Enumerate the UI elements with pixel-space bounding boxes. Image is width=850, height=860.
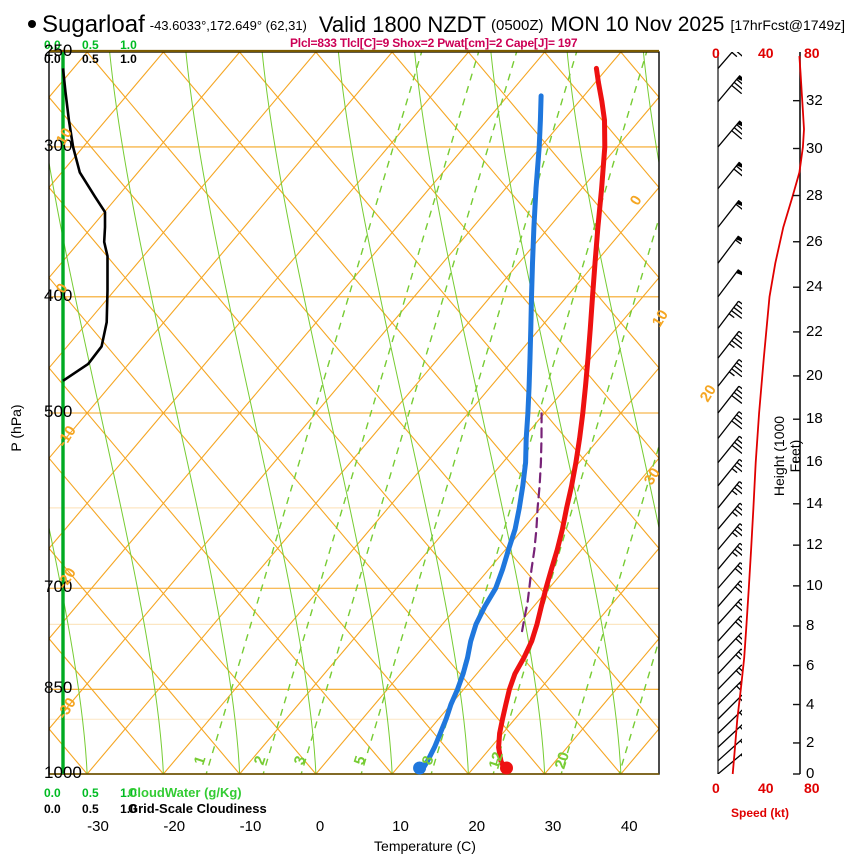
station-coordinates: -43.6033°,172.649° (62,31) [149, 17, 307, 33]
temperature-trace [496, 65, 608, 774]
height-tick-18: 18 [806, 410, 823, 428]
height-axis-label: Height (1000 Feet) [771, 415, 803, 497]
sounding-indices: Plcl=833 Tlcl[C]=9 Shox=2 Pwat[cm]=2 Cap… [290, 36, 578, 50]
station-marker-icon [28, 19, 36, 28]
cloudiness-scale-top: 0.0 0.5 1.0 [44, 52, 137, 66]
dewpoint-surface-marker [413, 761, 427, 775]
temperature-axis-label: Temperature (C) [374, 838, 476, 854]
pressure-axis-label: P (hPa) [8, 404, 24, 452]
cw-tick-b1: 0.5 [82, 786, 99, 800]
height-tick-28: 28 [806, 186, 823, 204]
height-tick-20: 20 [806, 366, 823, 384]
height-tick-24: 24 [806, 278, 823, 296]
height-tick-10: 10 [806, 576, 823, 594]
cw-tick-b0: 0.0 [44, 786, 61, 800]
gs-tick-2: 1.0 [120, 52, 137, 66]
gs-tick-b1: 0.5 [82, 802, 99, 816]
height-tick-22: 22 [806, 322, 823, 340]
height-tick-30: 30 [806, 139, 823, 157]
cloudwater-legend-label: CloudWater (g/Kg) [128, 785, 242, 800]
height-tick-12: 12 [806, 536, 823, 554]
forecast-hour: [17hrFcst@1749z] [730, 17, 846, 33]
wind-speed-trace [731, 56, 805, 775]
valid-date: MON 10 Nov 2025 [550, 13, 725, 36]
cw-tick-1: 0.5 [82, 38, 99, 52]
cloudwater-scale-top: 0.0 0.5 1.0 [44, 38, 137, 52]
gs-tick-1: 0.5 [82, 52, 99, 66]
cw-tick-0: 0.0 [44, 38, 61, 52]
wind-barb-column [717, 52, 742, 774]
gs-tick-0: 0.0 [44, 52, 61, 66]
height-tick-32: 32 [806, 91, 823, 109]
gs-tick-b2: 1.0 [120, 802, 137, 816]
height-tick-16: 16 [806, 452, 823, 470]
cloudiness-legend-label: Grid-Scale Cloudiness [128, 801, 267, 816]
valid-time-utc: (0500Z) [490, 16, 544, 34]
station-name: Sugarloaf [42, 11, 145, 38]
temperature-surface-marker [500, 761, 513, 775]
title-bar: Sugarloaf -43.6033°,172.649° (62,31) Valid… [0, 11, 850, 38]
cloudwater-scale-bottom: 0.0 0.5 1.0 [44, 786, 137, 800]
height-tick-8: 8 [806, 616, 815, 634]
gs-tick-b0: 0.0 [44, 802, 61, 816]
cloudiness-trace [61, 68, 109, 382]
cw-tick-2: 1.0 [120, 38, 137, 52]
valid-time: Valid 1800 NZDT [318, 12, 486, 37]
cw-tick-b2: 1.0 [120, 786, 137, 800]
speed-axis-label: Speed (kt) [730, 806, 789, 820]
dewpoint-trace [417, 93, 544, 774]
height-tick-14: 14 [806, 494, 823, 512]
parcel-trace [521, 411, 543, 633]
height-tick-6: 6 [806, 656, 815, 674]
height-tick-26: 26 [806, 232, 823, 250]
height-tick-0: 0 [806, 765, 815, 782]
height-tick-2: 2 [806, 733, 815, 751]
height-tick-4: 4 [806, 695, 815, 713]
cloudiness-scale-bottom: 0.0 0.5 1.0 [44, 802, 137, 816]
